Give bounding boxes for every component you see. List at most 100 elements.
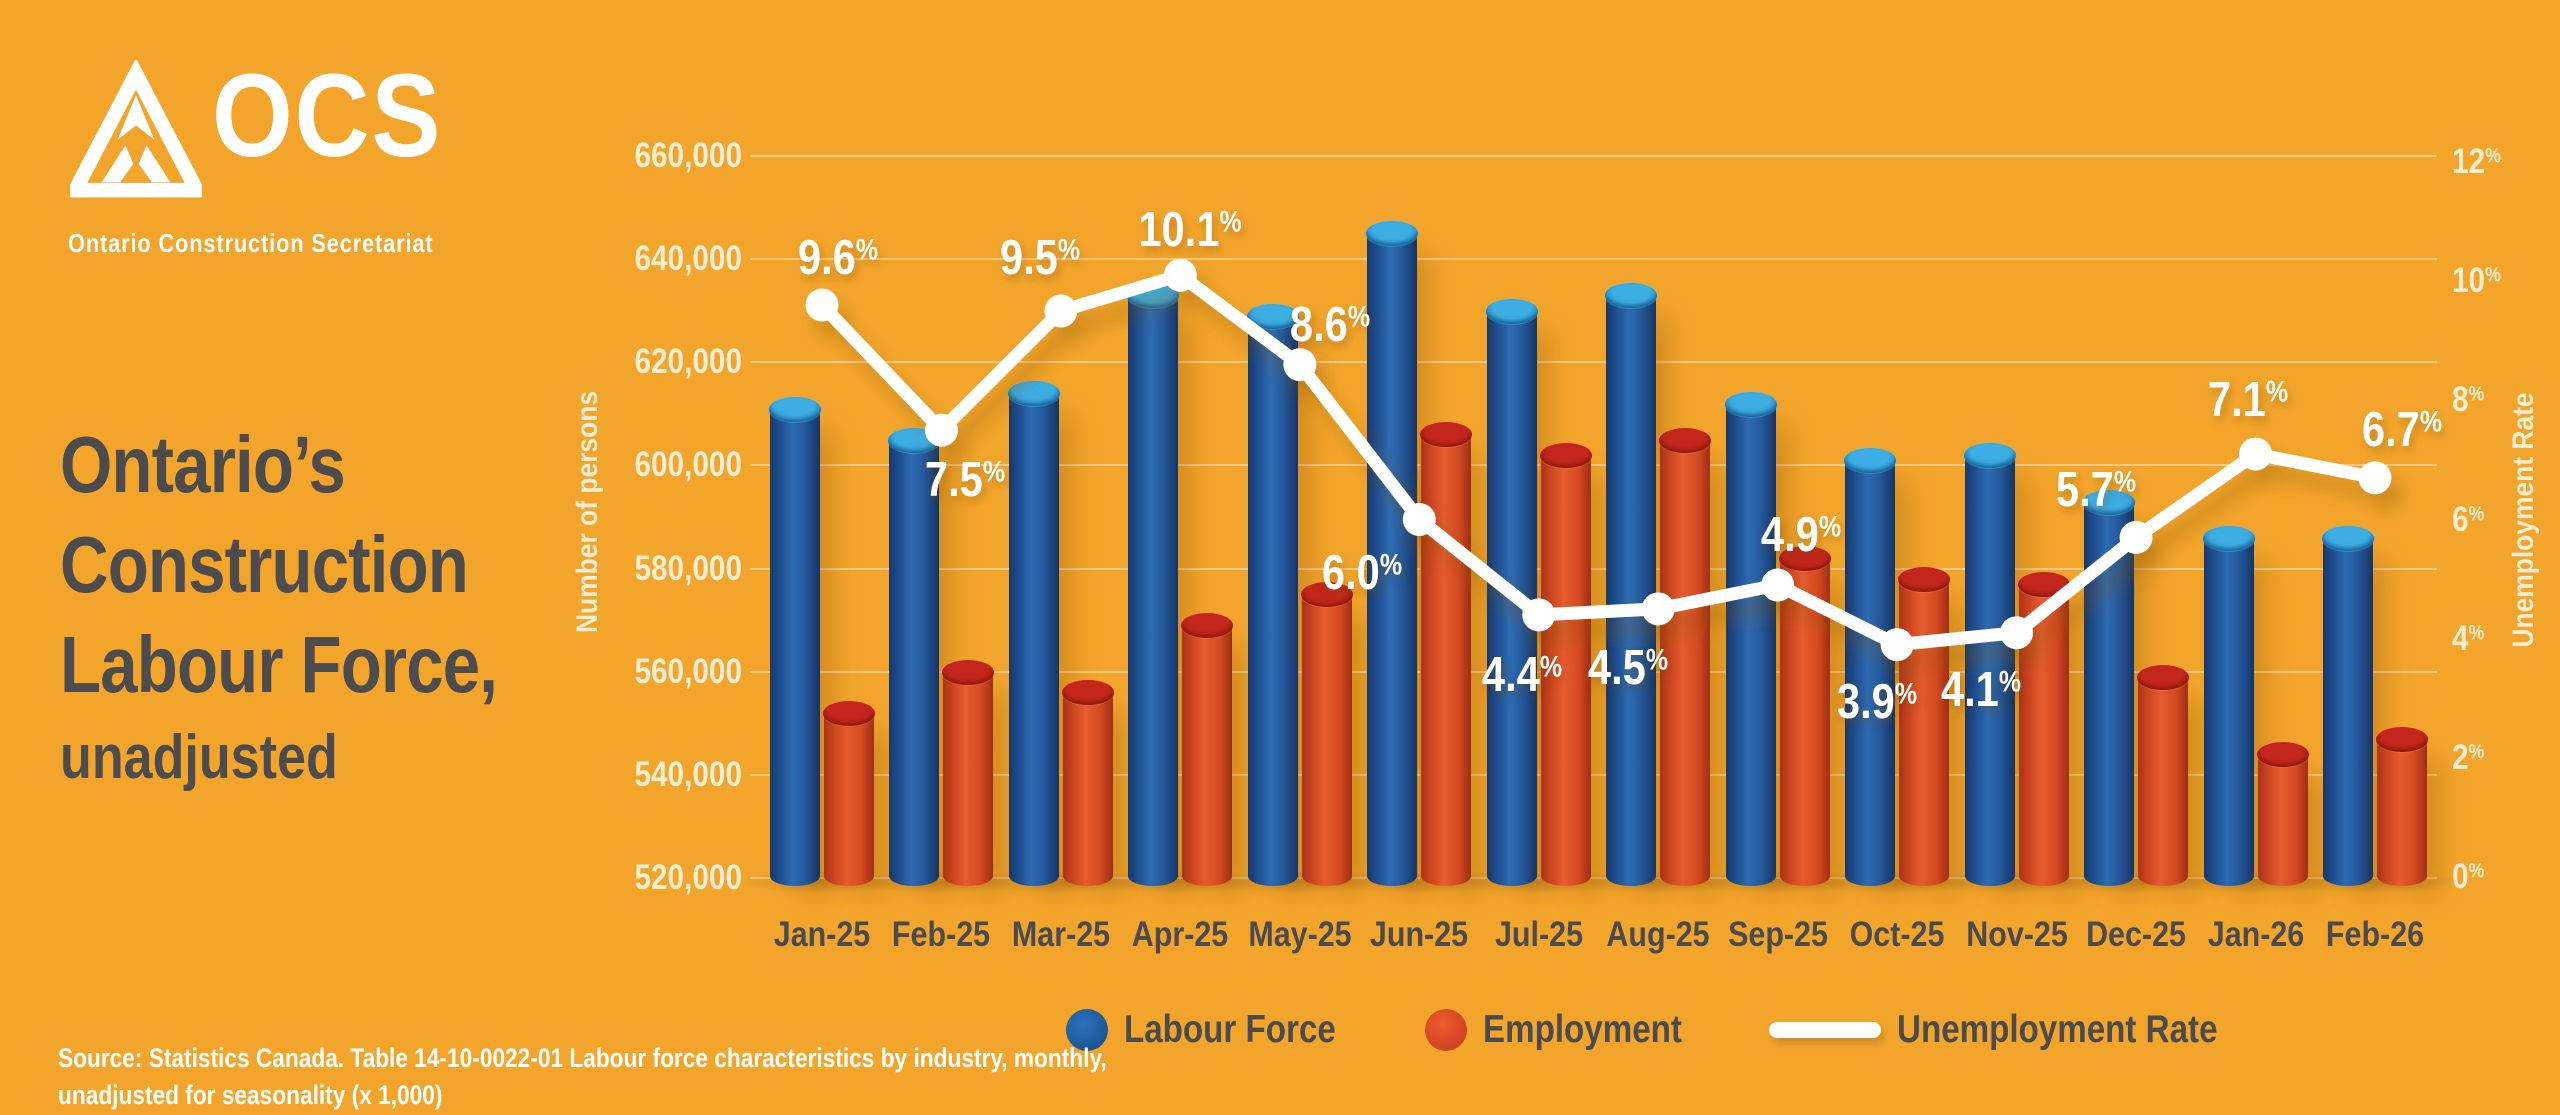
bar-employment bbox=[2137, 664, 2190, 886]
bar-employment-top bbox=[823, 700, 875, 726]
rate-data-label: 7.1% bbox=[2207, 372, 2288, 427]
rate-data-label: 8.6% bbox=[1289, 297, 1370, 352]
x-axis-month-label: Jan-25 bbox=[773, 915, 871, 954]
gridline bbox=[750, 773, 2437, 776]
legend-item-labour-force: Labour Force bbox=[1065, 1008, 1373, 1052]
bar-employment bbox=[2375, 726, 2428, 886]
bar-labour-force bbox=[2202, 525, 2255, 886]
bar-employment bbox=[1181, 613, 1234, 886]
x-axis-month-label: Jul-25 bbox=[1494, 915, 1583, 954]
bar-ground-shadow bbox=[2051, 870, 2222, 894]
bar-employment bbox=[1539, 443, 1592, 886]
rate-line-point bbox=[1283, 348, 1317, 382]
legend-label: Labour Force bbox=[1123, 1008, 1336, 1051]
bar-employment bbox=[823, 700, 875, 886]
rate-line-point bbox=[2239, 437, 2273, 471]
rate-line-point bbox=[2119, 520, 2153, 554]
bar-labour-force bbox=[1007, 381, 1060, 886]
bar-ground-shadow bbox=[975, 870, 1146, 894]
x-axis-month-label: Aug-25 bbox=[1606, 915, 1710, 954]
gridline bbox=[750, 258, 2437, 261]
title-line-3: Labour Force, bbox=[60, 620, 498, 709]
x-axis-month-label: Jun-25 bbox=[1370, 915, 1469, 954]
right-axis-tick-label: 0% bbox=[2452, 857, 2485, 896]
bar-labour-force bbox=[1366, 221, 1419, 886]
bar-labour-force bbox=[1246, 303, 1299, 886]
left-axis-tick-label: 600,000 bbox=[634, 445, 742, 485]
rate-line-point bbox=[805, 288, 839, 322]
bar-labour-force-top bbox=[1485, 298, 1538, 324]
x-axis-month-label: Feb-25 bbox=[892, 915, 991, 954]
bar-ground-shadow bbox=[1812, 870, 1983, 894]
page-title: Ontario’s Construction Labour Force, una… bbox=[60, 415, 660, 801]
gridline bbox=[750, 567, 2437, 570]
rate-data-label: 10.1% bbox=[1138, 203, 1243, 258]
left-axis-tick-label: 640,000 bbox=[634, 239, 742, 279]
bar-employment bbox=[1659, 427, 1712, 886]
bar-labour-force bbox=[888, 427, 941, 886]
bar-employment bbox=[2256, 742, 2309, 886]
gridline bbox=[750, 155, 2437, 157]
bar-labour-force bbox=[1844, 448, 1897, 886]
rate-data-label: 3.9% bbox=[1837, 674, 1918, 729]
chart-legend: Labour Force Employment Unemployment Rat… bbox=[1000, 995, 2340, 1065]
bar-employment-top bbox=[942, 659, 995, 685]
legend-item-unemployment-rate: Unemployment Rate bbox=[1769, 1008, 2274, 1052]
right-axis-tick-label: 6% bbox=[2452, 499, 2485, 539]
employment-swatch-icon bbox=[1425, 1009, 1468, 1051]
bar-employment bbox=[1061, 680, 1114, 886]
bar-ground-shadow bbox=[737, 870, 907, 894]
x-axis-month-label: Oct-25 bbox=[1849, 915, 1945, 954]
rate-data-label: 6.0% bbox=[1322, 545, 1403, 600]
rate-line-point bbox=[1641, 592, 1675, 626]
left-axis-tick-label: 520,000 bbox=[634, 858, 742, 897]
left-axis-tick-label: 660,000 bbox=[634, 136, 742, 175]
bar-labour-force-top bbox=[1007, 381, 1060, 407]
title-line-1: Ontario’s bbox=[60, 420, 346, 509]
rate-line-path bbox=[815, 268, 2382, 652]
left-axis-tick-label: 580,000 bbox=[634, 548, 742, 588]
source-note: Source: Statistics Canada. Table 14-10-0… bbox=[58, 1040, 1306, 1114]
bar-ground-shadow bbox=[1095, 870, 1266, 894]
left-axis-tick-label: 540,000 bbox=[634, 754, 742, 794]
rate-line-point bbox=[924, 413, 958, 447]
right-axis-tick-label: 12% bbox=[2452, 142, 2501, 181]
rate-line-point bbox=[2000, 616, 2034, 650]
bar-ground-shadow bbox=[2170, 870, 2341, 894]
bar-labour-force-top bbox=[2321, 525, 2374, 551]
gridline bbox=[750, 670, 2437, 673]
rate-data-label: 9.6% bbox=[797, 231, 879, 285]
bar-employment-top bbox=[2137, 664, 2190, 690]
bar-employment-top bbox=[1420, 422, 1473, 448]
rate-data-label: 7.5% bbox=[925, 453, 1006, 508]
x-axis-month-label: May-25 bbox=[1248, 915, 1352, 954]
rate-data-label: 6.7% bbox=[2361, 402, 2443, 457]
rate-line-point bbox=[1522, 598, 1556, 632]
bar-labour-force bbox=[1605, 283, 1658, 886]
bar-ground-shadow bbox=[1692, 870, 1863, 894]
bar-employment bbox=[942, 659, 995, 886]
rate-line-point bbox=[1044, 294, 1078, 328]
bar-labour-force bbox=[769, 396, 821, 886]
bar-employment-top bbox=[1778, 546, 1831, 572]
unemployment-rate-swatch-icon bbox=[1769, 1022, 1882, 1038]
rate-data-label: 4.5% bbox=[1588, 640, 1669, 695]
labour-force-swatch-icon bbox=[1065, 1009, 1108, 1051]
x-axis-month-label: Jan-26 bbox=[2207, 915, 2304, 954]
legend-label: Employment bbox=[1483, 1008, 1682, 1051]
legend-label: Unemployment Rate bbox=[1897, 1008, 2218, 1051]
gridline bbox=[750, 877, 2437, 879]
bar-labour-force-top bbox=[1844, 448, 1897, 474]
right-axis-tick-label: 8% bbox=[2452, 380, 2485, 420]
x-axis-month-label: Nov-25 bbox=[1965, 915, 2068, 954]
bar-ground-shadow bbox=[1334, 870, 1505, 894]
rate-line-point bbox=[1761, 568, 1795, 602]
ocs-triangle-logo-icon bbox=[70, 60, 202, 198]
bar-labour-force bbox=[1724, 391, 1777, 886]
bar-labour-force-top bbox=[1366, 221, 1419, 247]
ocs-logo: OCS Ontario Construction Secretariat bbox=[62, 40, 532, 270]
rate-line-point bbox=[1880, 628, 1914, 662]
right-axis-tick-label: 4% bbox=[2452, 618, 2485, 658]
